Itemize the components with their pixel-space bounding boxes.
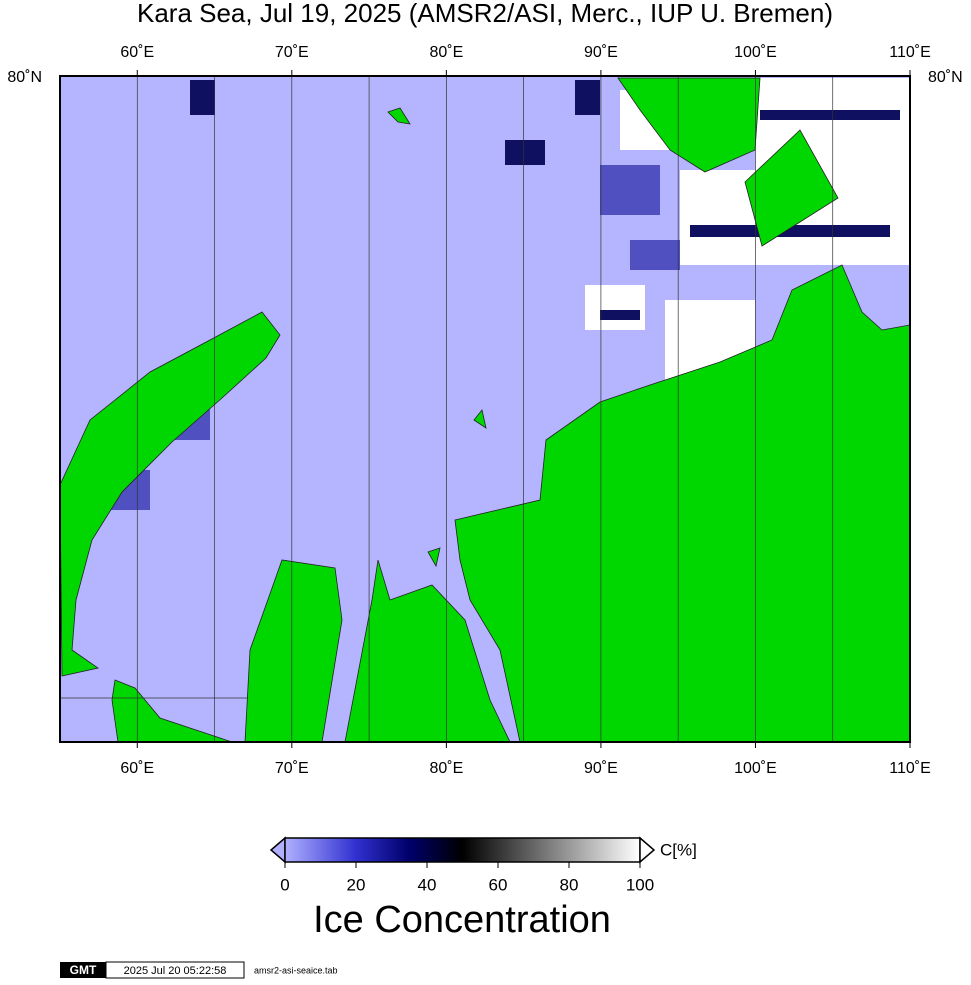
- gmt-logo-box: [60, 962, 106, 978]
- colorbar-tick-label: 20: [347, 875, 366, 894]
- colorbar-high-arrow: [639, 836, 656, 864]
- lon-label-top: 90˚E: [584, 44, 618, 61]
- colorbar-low-arrow: [269, 836, 286, 864]
- lon-label-top: 80˚E: [429, 44, 463, 61]
- file-name: amsr2-asi-seaice.tab: [254, 965, 338, 975]
- colorbar-tick-label: 0: [280, 875, 289, 894]
- colorbar-tick-label: 100: [626, 875, 654, 894]
- lon-label-bottom: 110˚E: [889, 760, 931, 777]
- colorbar-tick-label: 80: [560, 875, 579, 894]
- lon-label-bottom: 70˚E: [275, 760, 309, 777]
- colorbar-scale: [284, 837, 641, 863]
- map-frame: [59, 75, 911, 743]
- lon-label-top: 70˚E: [275, 44, 309, 61]
- lon-label-top: 110˚E: [889, 44, 931, 61]
- lon-label-bottom: 80˚E: [429, 760, 463, 777]
- lon-label-bottom: 60˚E: [120, 760, 154, 777]
- colorbar-tick-label: 40: [418, 875, 437, 894]
- colorbar-tick-label: 60: [489, 875, 508, 894]
- map: [60, 76, 910, 742]
- timestamp-box: [105, 961, 245, 979]
- colorbar-label: Ice Concentration: [313, 899, 611, 941]
- land: [60, 77, 910, 742]
- lon-label-top: 100˚E: [734, 44, 777, 61]
- colorbar-unit: C[%]: [660, 840, 697, 859]
- lon-label-top: 60˚E: [120, 44, 154, 61]
- lon-label-bottom: 90˚E: [584, 760, 618, 777]
- lat-label-left: 80˚N: [7, 69, 42, 86]
- lon-label-bottom: 100˚E: [734, 760, 777, 777]
- colorbar: C[%] Ice Concentration 0 20 40 60 80 100: [269, 836, 697, 941]
- lat-label-right: 80˚N: [928, 69, 963, 86]
- gmt-logo: GMT: [70, 963, 97, 977]
- timestamp: 2025 Jul 20 05:22:58: [124, 965, 227, 977]
- title: Kara Sea, Jul 19, 2025 (AMSR2/ASI, Merc.…: [137, 0, 833, 28]
